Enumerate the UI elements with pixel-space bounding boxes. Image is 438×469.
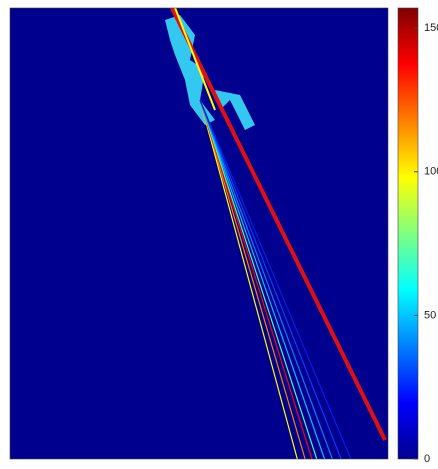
colorbar-tick-label: 150 <box>424 22 438 34</box>
colorbar <box>398 8 418 459</box>
chart: 0 50 100 150 <box>0 0 438 469</box>
colorbar-tick-label: 0 <box>424 453 430 465</box>
colorbar-tick-label: 100 <box>424 166 438 178</box>
colorbar-tick-label: 50 <box>424 309 436 321</box>
image <box>10 0 388 469</box>
